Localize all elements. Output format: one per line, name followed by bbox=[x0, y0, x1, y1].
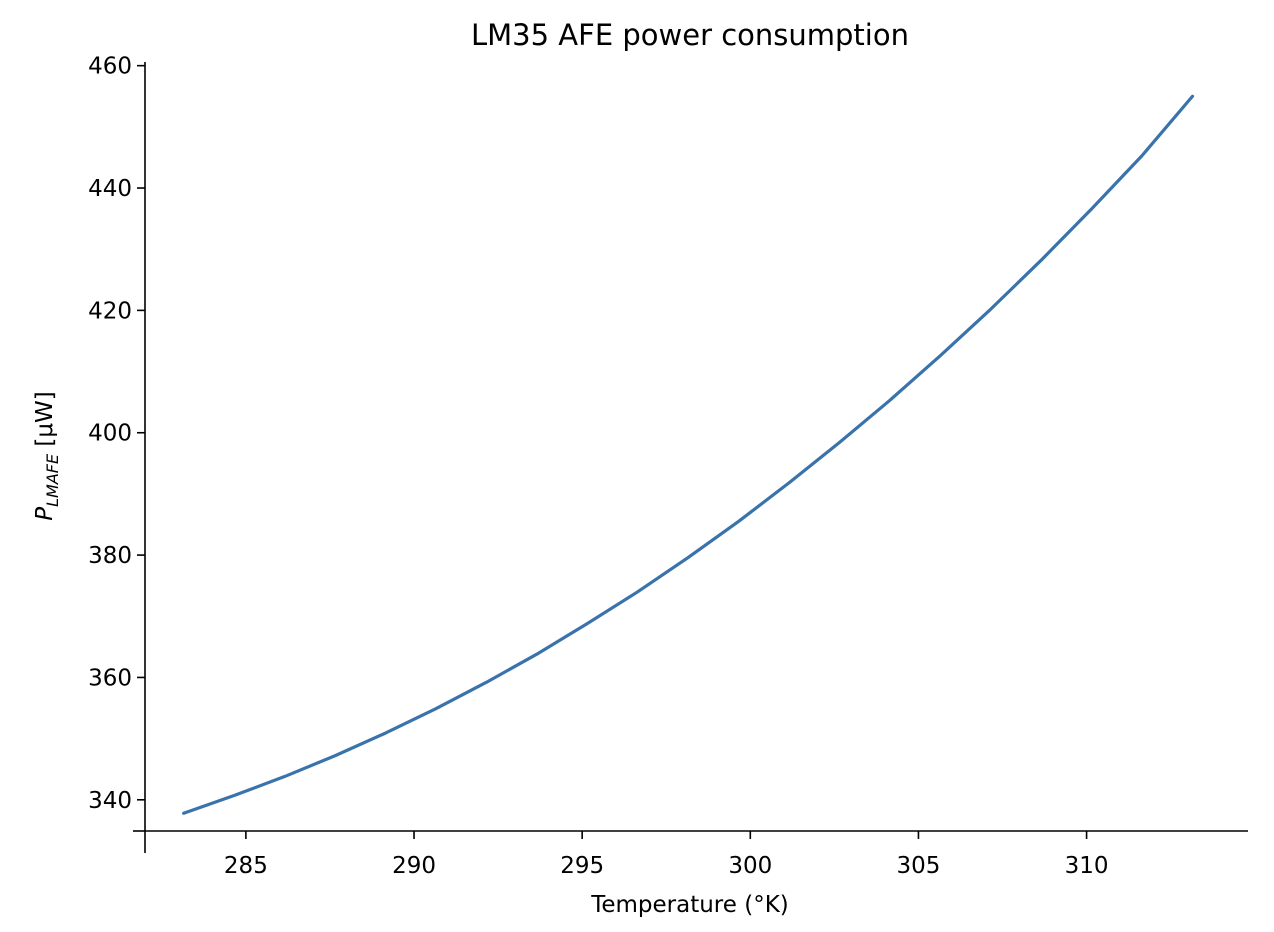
y-tick-label: 440 bbox=[88, 176, 132, 202]
x-tick-label: 305 bbox=[896, 853, 940, 879]
y-ticks: 340 360 380 400 420 440 460 bbox=[88, 54, 145, 832]
series-line bbox=[182, 94, 1195, 815]
x-tick-label: 310 bbox=[1065, 853, 1109, 879]
x-tick-label: 285 bbox=[224, 853, 268, 879]
plot-area bbox=[182, 94, 1195, 815]
y-tick-label: 340 bbox=[88, 788, 132, 814]
x-tick-label: 295 bbox=[560, 853, 604, 879]
x-tick-label: 290 bbox=[392, 853, 436, 879]
y-tick-label: 460 bbox=[88, 54, 132, 80]
x-ticks: 285 290 295 300 305 310 bbox=[144, 831, 1109, 879]
y-axis-label-symbol: P bbox=[32, 507, 58, 521]
chart-title: LM35 AFE power consumption bbox=[471, 18, 909, 52]
y-axis-label-unit: [μW] bbox=[32, 391, 58, 454]
y-tick-label: 400 bbox=[88, 421, 132, 447]
y-tick-label: 380 bbox=[88, 543, 132, 569]
x-tick-label: 300 bbox=[728, 853, 772, 879]
y-tick-label: 420 bbox=[88, 298, 132, 324]
y-axis-label: PLMAFE [μW] bbox=[32, 391, 62, 521]
y-tick-label: 360 bbox=[88, 665, 132, 691]
y-axis-label-subscript: LMAFE bbox=[43, 453, 62, 507]
x-axis-label: Temperature (°K) bbox=[590, 892, 789, 918]
